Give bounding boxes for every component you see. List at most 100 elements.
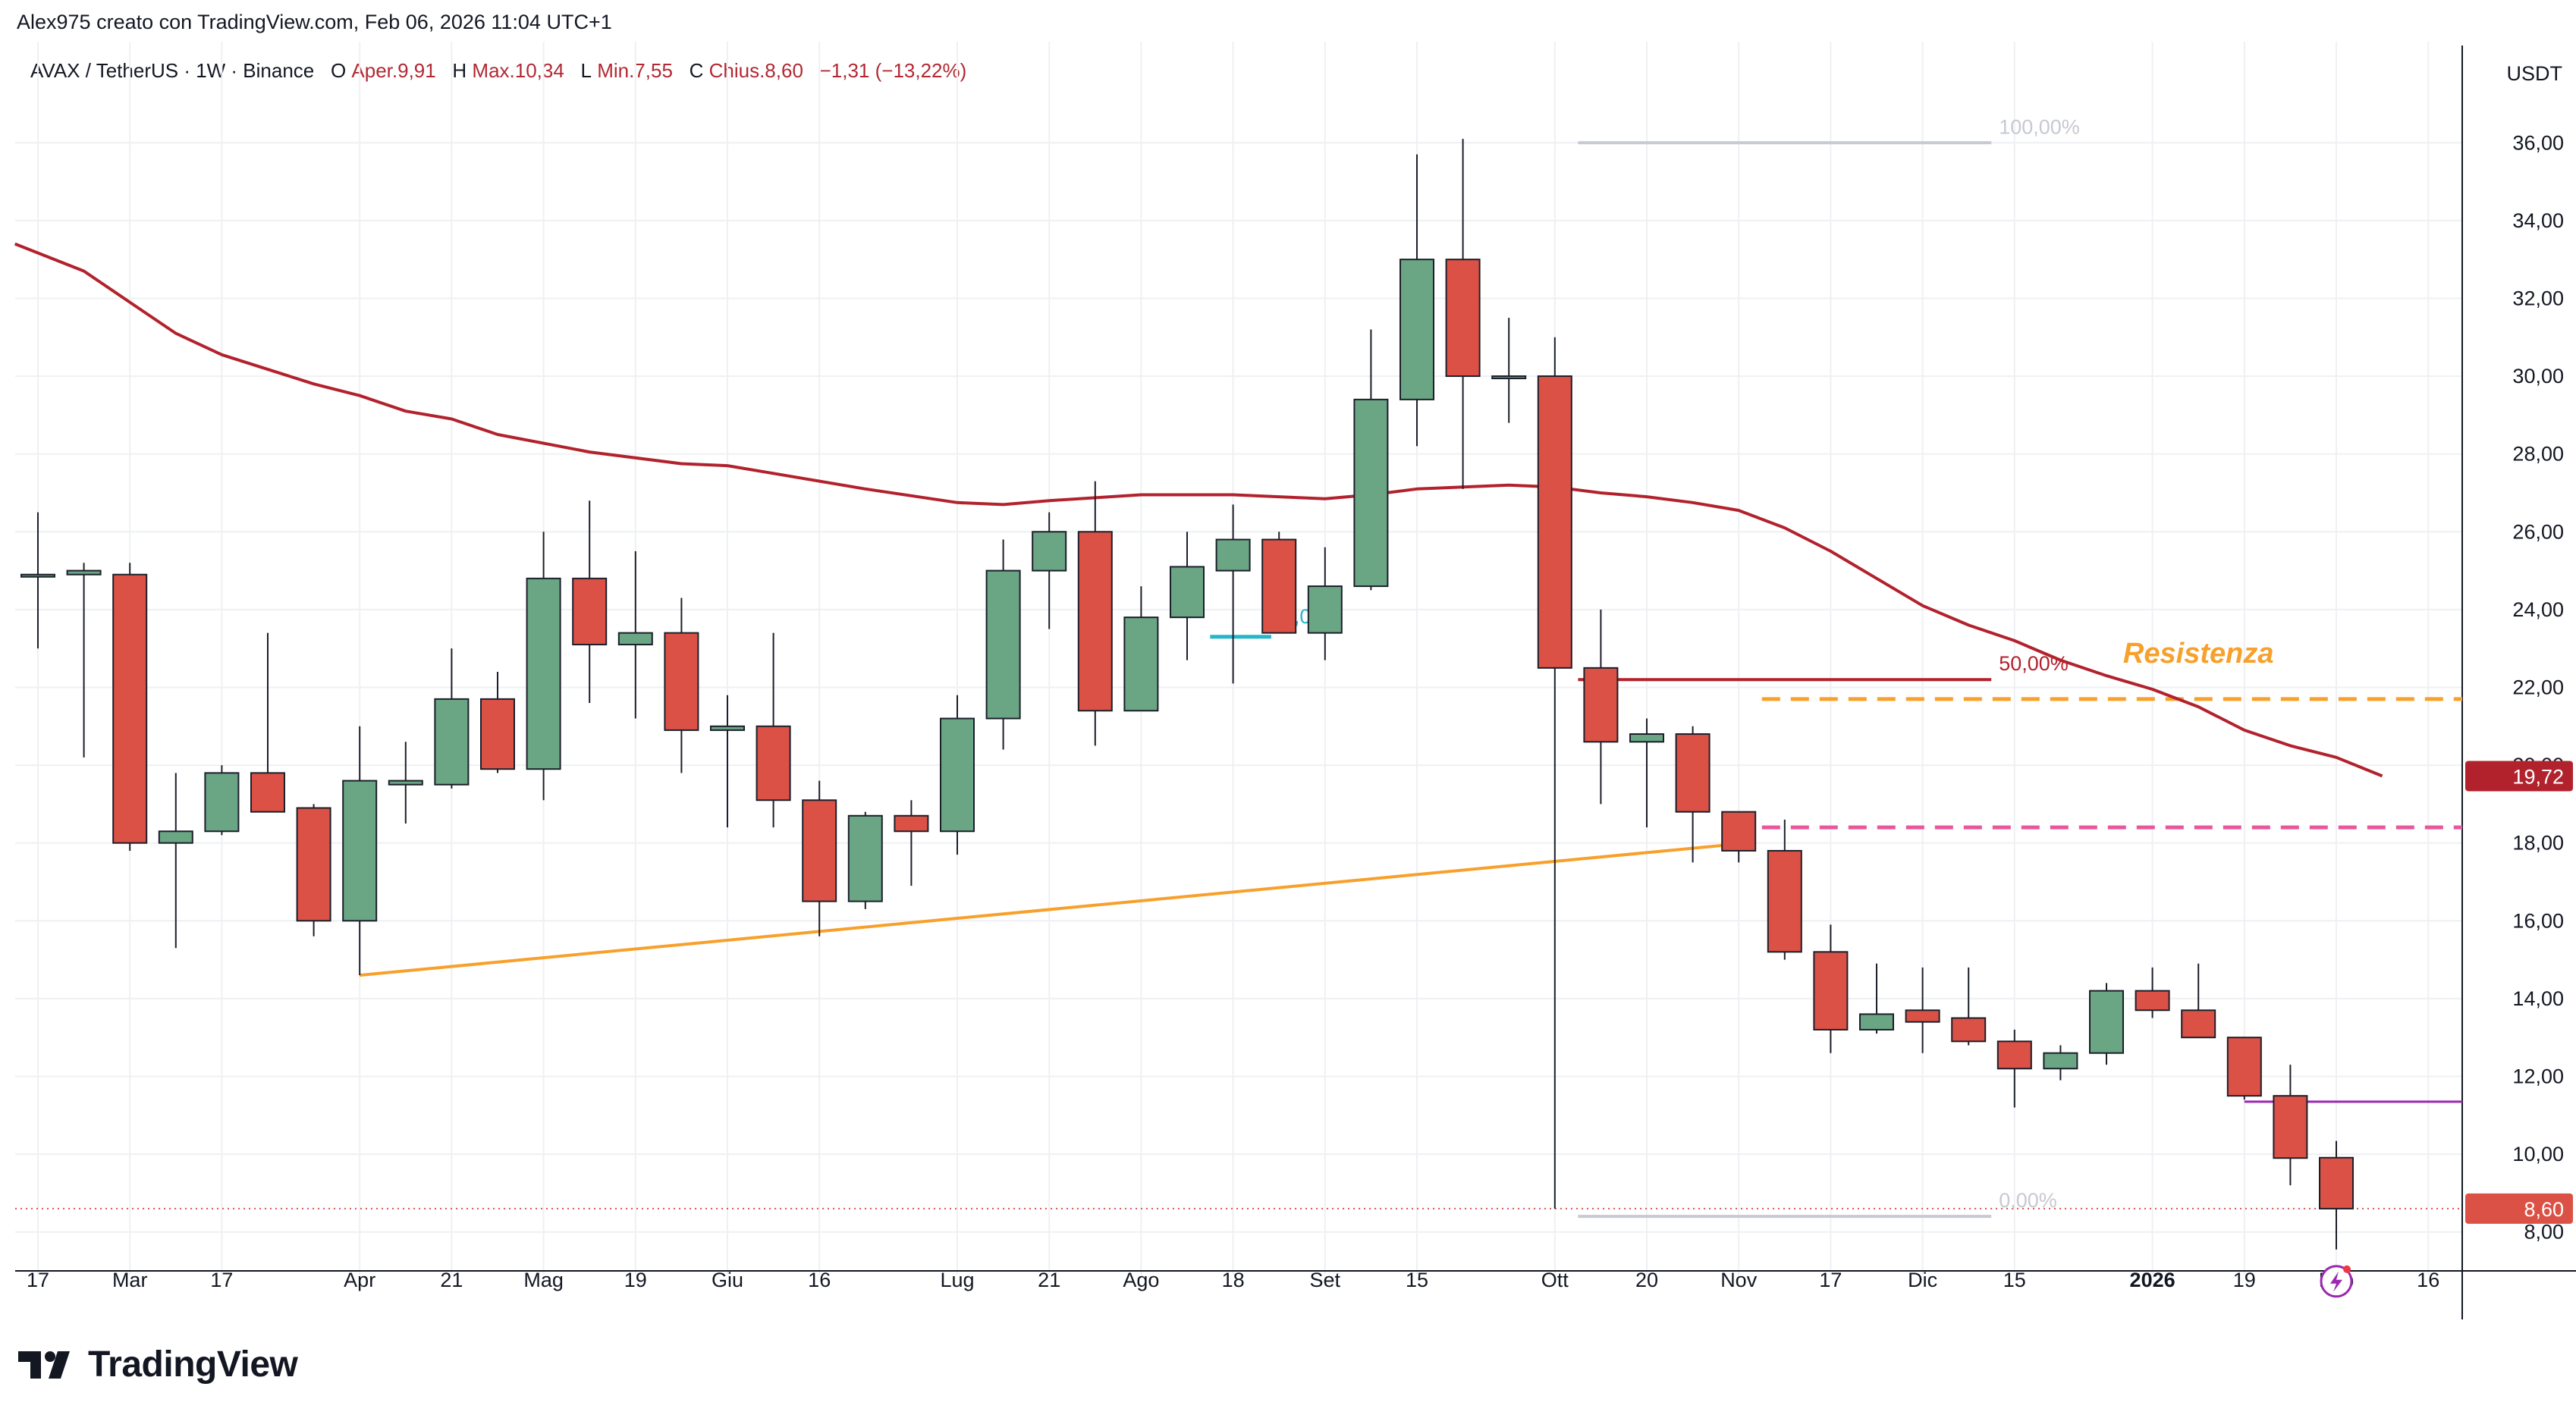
- candle-down: [112, 573, 148, 844]
- x-tick-label: Giu: [712, 1269, 743, 1291]
- y-tick-label: 24,00: [2512, 598, 2564, 621]
- price-tag-label: 19,72: [2512, 765, 2564, 788]
- x-tick-label: Lug: [940, 1269, 974, 1291]
- candle-down: [2181, 1009, 2216, 1039]
- y-tick-label: 12,00: [2512, 1065, 2564, 1087]
- candle-down: [1583, 667, 1619, 743]
- close-label: C: [689, 59, 704, 82]
- candle-down: [2135, 990, 2170, 1012]
- fib-level-label: 50,00%: [1999, 652, 2069, 675]
- y-tick-label: 8,00: [2524, 1221, 2564, 1244]
- candle-up: [20, 573, 55, 578]
- y-tick-label: 32,00: [2512, 287, 2564, 309]
- candle-up: [1859, 1013, 1894, 1031]
- x-tick-label: 21: [440, 1269, 463, 1291]
- x-tick-label: 19: [624, 1269, 647, 1291]
- candle-up: [1170, 566, 1205, 619]
- symbol-legend: AVAX / TetherUS · 1W · Binance O Aper.9,…: [30, 59, 966, 83]
- x-tick-label: 16: [2417, 1269, 2439, 1291]
- candle-down: [296, 807, 331, 922]
- candle-down: [1951, 1017, 1987, 1043]
- candle-up: [66, 569, 102, 576]
- close-value: Chius.8,60: [708, 59, 803, 82]
- candle-up: [710, 725, 745, 731]
- symbol-info[interactable]: AVAX / TetherUS · 1W · Binance: [30, 59, 315, 82]
- y-tick-label: 16,00: [2512, 909, 2564, 932]
- high-value: Max.10,34: [472, 59, 564, 82]
- x-tick-label: 15: [1406, 1269, 1428, 1291]
- candle-up: [1123, 616, 1159, 712]
- y-tick-label: 28,00: [2512, 443, 2564, 466]
- candle-down: [1537, 375, 1572, 669]
- y-tick-label: 26,00: [2512, 520, 2564, 543]
- candle-down: [894, 814, 929, 833]
- candle-up: [617, 632, 653, 646]
- x-tick-label: 2026: [2130, 1269, 2175, 1291]
- candle-down: [572, 577, 608, 646]
- open-value: Aper.9,91: [351, 59, 436, 82]
- candle-up: [2089, 990, 2124, 1054]
- candle-down: [1721, 811, 1757, 852]
- candle-up: [1353, 398, 1389, 588]
- lightning-bolt-icon: [2330, 1271, 2342, 1292]
- x-tick-label: Ott: [1541, 1269, 1569, 1291]
- fib-level-label: 0,00%: [1999, 1189, 2057, 1212]
- candle-down: [1813, 951, 1849, 1031]
- x-tick-label: Mar: [112, 1269, 148, 1291]
- price-chart[interactable]: 8,0010,0012,0014,0016,0018,0020,0022,002…: [0, 0, 2576, 1319]
- open-label: O: [330, 59, 347, 82]
- x-tick-label: 17: [1819, 1269, 1842, 1291]
- x-tick-label: 21: [1038, 1269, 1060, 1291]
- candle-up: [985, 569, 1021, 720]
- candle-up: [1491, 375, 1527, 380]
- candle-up: [388, 780, 423, 786]
- candle-up: [1307, 585, 1343, 634]
- y-tick-label: 14,00: [2512, 987, 2564, 1010]
- y-tick-label: 36,00: [2512, 131, 2564, 154]
- moving-average-line: [14, 242, 2383, 778]
- chart-attribution: Alex975 creato con TradingView.com, Feb …: [17, 11, 612, 33]
- x-tick-label: 20: [1635, 1269, 1658, 1291]
- candle-up: [940, 717, 975, 833]
- candle-down: [756, 725, 791, 802]
- candle-up: [526, 577, 561, 770]
- support-trendline: [360, 841, 1748, 977]
- tradingview-brand: TradingView: [88, 1344, 298, 1385]
- candle-up: [847, 814, 883, 902]
- price-tag-label: 8,60: [2524, 1198, 2564, 1221]
- candle-down: [1445, 259, 1481, 378]
- x-tick-label: 16: [808, 1269, 831, 1291]
- candle-down: [1996, 1040, 2032, 1070]
- x-tick-label: Mag: [523, 1269, 564, 1291]
- x-tick-label: 17: [27, 1269, 49, 1291]
- candle-down: [1905, 1009, 1940, 1023]
- candle-down: [802, 799, 837, 902]
- y-tick-label: 18,00: [2512, 832, 2564, 855]
- resistance-label: Resistenza: [2123, 638, 2274, 670]
- high-label: H: [452, 59, 467, 82]
- x-tick-label: Apr: [344, 1269, 375, 1291]
- candle-down: [250, 772, 285, 813]
- y-tick-label: 22,00: [2512, 676, 2564, 698]
- y-tick-label: 10,00: [2512, 1143, 2564, 1165]
- candle-up: [2043, 1052, 2078, 1070]
- candle-down: [2226, 1037, 2262, 1097]
- x-tick-label: Dic: [1908, 1269, 1937, 1291]
- fib-level-label: 100,00%: [1999, 115, 2080, 138]
- candle-up: [434, 698, 470, 786]
- x-tick-label: 15: [2003, 1269, 2026, 1291]
- x-tick-label: Nov: [1720, 1269, 1758, 1291]
- notification-dot-icon: [2343, 1265, 2351, 1273]
- candle-down: [480, 698, 515, 770]
- candle-up: [1400, 259, 1434, 400]
- y-tick-label: 34,00: [2512, 209, 2564, 232]
- candle-up: [158, 830, 193, 844]
- y-axis-unit: USDT: [2507, 62, 2563, 85]
- candle-down: [1767, 849, 1802, 953]
- price-tag: [2465, 1193, 2573, 1224]
- candle-up: [1629, 733, 1664, 743]
- footer: TradingView: [18, 1344, 298, 1385]
- y-tick-label: 30,00: [2512, 365, 2564, 387]
- candle-down: [1077, 531, 1113, 712]
- price-change: −1,31 (−13,22%): [819, 59, 967, 82]
